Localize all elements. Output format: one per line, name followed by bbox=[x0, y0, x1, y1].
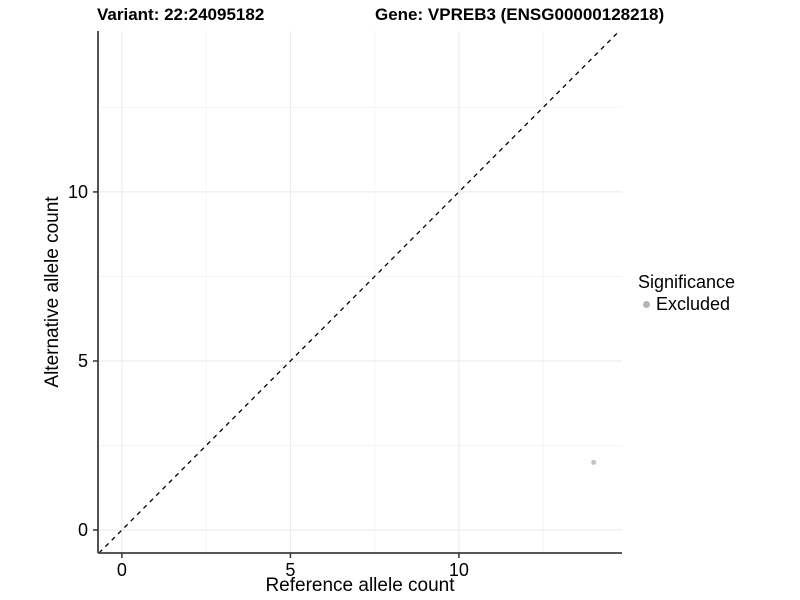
variant-title: Variant: 22:24095182 bbox=[97, 5, 265, 24]
gene-title: Gene: VPREB3 (ENSG00000128218) bbox=[375, 5, 665, 24]
x-tick-label: 0 bbox=[116, 560, 127, 580]
identity-line bbox=[98, 30, 620, 554]
legend-item-excluded: Excluded bbox=[638, 293, 735, 315]
x-axis-title: Reference allele count bbox=[265, 575, 455, 596]
excluded-point-icon bbox=[643, 300, 650, 308]
x-tick-label: 5 bbox=[285, 560, 296, 580]
legend: Significance Excluded bbox=[638, 271, 735, 315]
legend-title: Significance bbox=[638, 272, 736, 292]
y-tick-label: 5 bbox=[77, 350, 88, 371]
y-tick-label: 0 bbox=[77, 520, 88, 540]
data-point bbox=[591, 459, 597, 465]
y-tick-label: 10 bbox=[67, 181, 88, 202]
x-tick-label: 10 bbox=[448, 560, 469, 580]
y-axis-title: Alternative allele count bbox=[42, 196, 63, 388]
legend-item-label: Excluded bbox=[656, 294, 731, 314]
